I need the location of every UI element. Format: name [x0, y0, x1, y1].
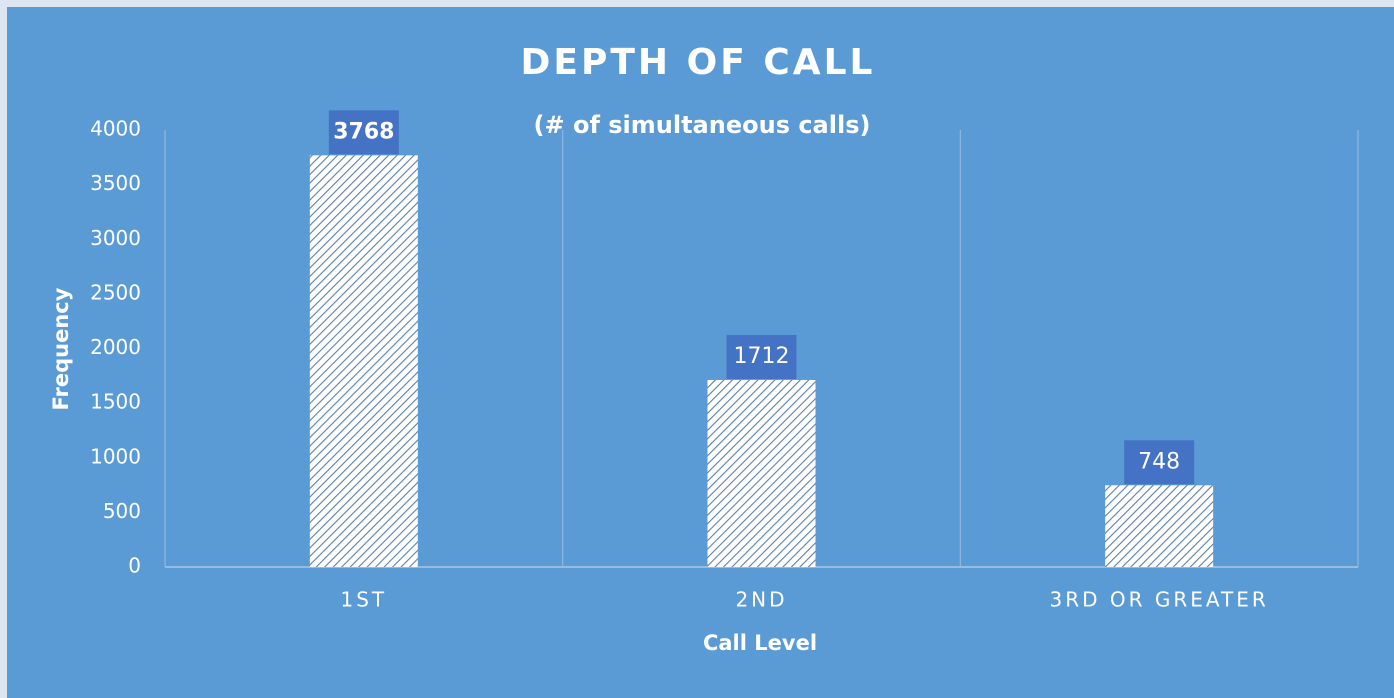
data-label: 3768 — [333, 119, 394, 144]
y-tick-label: 2500 — [90, 280, 141, 304]
y-axis-label: Frequency — [49, 287, 73, 410]
bar — [309, 155, 418, 567]
chart-subtitle: (# of simultaneous calls) — [534, 111, 871, 139]
x-tick-label: 2ND — [735, 588, 787, 612]
y-tick-label: 0 — [128, 554, 141, 578]
bar — [707, 379, 816, 567]
y-tick-label: 1500 — [90, 390, 141, 414]
y-tick-label: 3500 — [90, 171, 141, 195]
chart-title: DEPTH OF CALL — [521, 42, 876, 83]
chart-background — [7, 7, 1394, 698]
y-tick-label: 1000 — [90, 444, 141, 468]
data-label-box — [726, 334, 797, 379]
data-label: 748 — [1138, 449, 1180, 474]
y-tick-label: 2000 — [90, 335, 141, 359]
y-tick-label: 500 — [103, 499, 141, 523]
x-tick-label: 3RD OR GREATER — [1050, 588, 1269, 612]
x-axis-label: Call Level — [703, 631, 817, 655]
data-label-box — [328, 110, 399, 155]
y-tick-label: 3000 — [90, 226, 141, 250]
data-label-box — [1124, 440, 1195, 485]
x-tick-label: 1ST — [341, 588, 388, 612]
data-label: 1712 — [734, 344, 790, 369]
y-tick-label: 4000 — [90, 117, 141, 141]
bar — [1105, 485, 1214, 567]
